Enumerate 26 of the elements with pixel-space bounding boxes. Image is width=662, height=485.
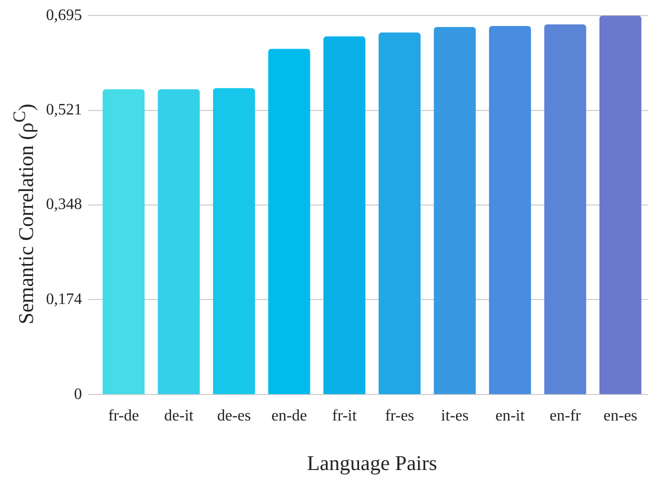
x-tick-label: en-fr [550, 407, 582, 424]
x-tick-label: fr-es [385, 407, 414, 424]
x-tick-label: it-es [441, 407, 469, 424]
bar [213, 88, 255, 394]
bar [378, 32, 421, 394]
bar [158, 89, 200, 394]
y-tick-label: 0 [74, 386, 82, 403]
bar [434, 27, 476, 394]
x-tick-label: en-it [495, 407, 526, 424]
y-tick-label: 0,521 [46, 102, 82, 119]
x-tick-label: fr-it [332, 407, 358, 424]
bar [489, 26, 531, 394]
bar [599, 16, 642, 394]
x-tick-label: de-it [164, 407, 194, 424]
x-tick-label: en-de [271, 407, 307, 424]
y-tick-label: 0,695 [46, 6, 82, 24]
bar [544, 24, 586, 394]
y-tick-label: 0,348 [46, 196, 82, 214]
y-tick-label: 0,174 [46, 290, 82, 308]
x-axis-title: Language Pairs [306, 450, 438, 475]
bar [323, 36, 366, 394]
x-tick-label: en-es [604, 407, 638, 424]
bar [268, 48, 310, 394]
bar [102, 89, 145, 394]
x-tick-label: de-es [217, 407, 251, 424]
x-tick-label: fr-de [108, 407, 139, 424]
